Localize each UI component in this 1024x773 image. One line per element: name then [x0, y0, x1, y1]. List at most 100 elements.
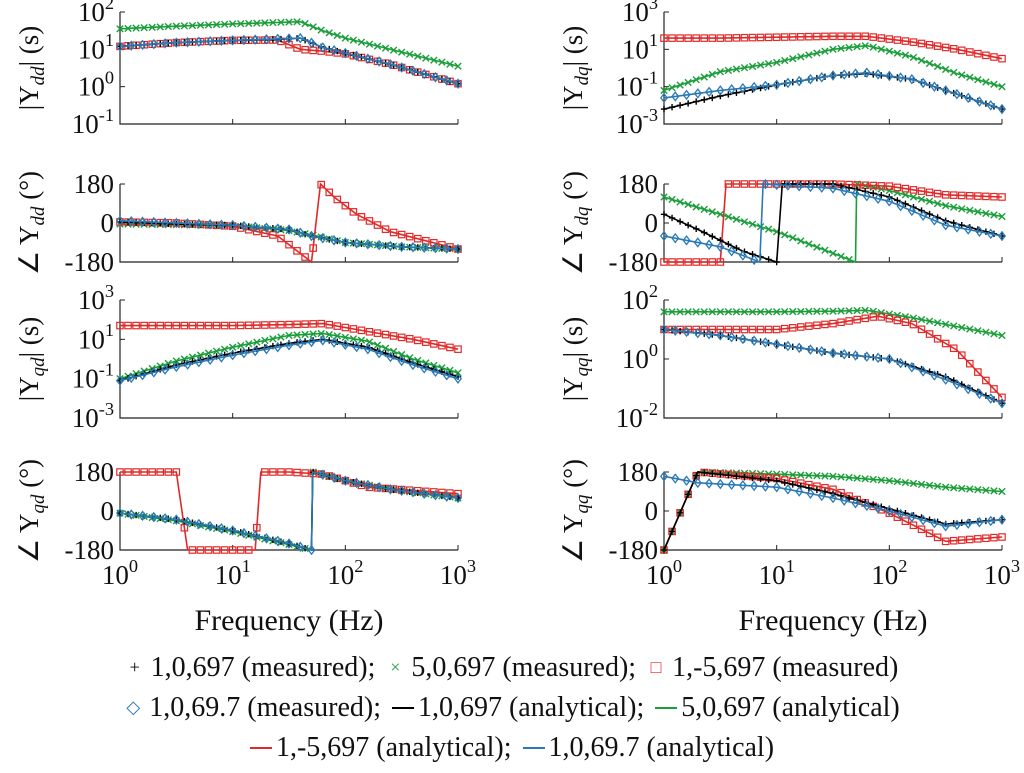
data-marker	[952, 519, 961, 531]
data-marker	[738, 250, 747, 261]
data-marker	[917, 39, 926, 48]
data-marker	[668, 308, 676, 316]
data-marker	[772, 179, 781, 191]
data-marker	[716, 34, 725, 42]
data-marker	[933, 189, 942, 198]
data-marker	[813, 32, 821, 41]
data-marker	[285, 18, 293, 26]
data-marker	[149, 511, 158, 523]
data-marker	[998, 212, 1006, 221]
data-marker	[986, 515, 995, 527]
y-tick-label: 180	[618, 457, 659, 487]
data-marker	[253, 338, 261, 346]
data-marker	[821, 472, 829, 480]
legend-item: 5,0,697 (analytical)	[655, 692, 900, 724]
data-marker	[964, 224, 973, 235]
data-marker	[701, 96, 708, 103]
data-marker	[893, 49, 902, 57]
data-marker	[958, 221, 965, 229]
series-line	[664, 475, 1003, 528]
data-marker	[732, 215, 741, 223]
data-marker	[307, 544, 316, 556]
data-marker	[239, 220, 248, 232]
y-axis-label: ∠ Yqq (°)	[558, 459, 593, 563]
data-marker	[964, 92, 973, 104]
data-marker	[705, 86, 714, 98]
x-tick-label: 101	[759, 556, 795, 590]
data-marker	[431, 242, 440, 254]
data-marker	[183, 359, 192, 370]
y-tick-label: 100	[622, 340, 658, 374]
data-marker	[217, 523, 226, 534]
y-tick-label: 10-1	[616, 68, 658, 102]
data-marker	[194, 356, 203, 368]
data-marker	[293, 320, 301, 329]
data-marker	[813, 307, 821, 316]
data-marker	[727, 479, 736, 490]
data-marker	[194, 518, 203, 530]
data-marker	[239, 34, 248, 46]
data-marker	[901, 191, 910, 199]
data-marker	[261, 321, 269, 329]
data-marker	[733, 89, 740, 96]
data-marker	[789, 234, 797, 242]
data-marker	[837, 252, 845, 261]
data-marker	[127, 509, 136, 520]
x-tick-label: 102	[871, 556, 907, 590]
data-marker	[164, 359, 172, 368]
data-marker	[420, 68, 429, 80]
data-marker	[693, 88, 702, 99]
data-marker	[885, 47, 894, 55]
data-marker	[764, 60, 773, 68]
data-marker	[365, 217, 374, 225]
data-marker	[301, 253, 309, 261]
data-marker	[732, 34, 741, 42]
data-marker	[660, 258, 668, 266]
data-marker	[341, 201, 350, 210]
data-marker	[132, 24, 140, 32]
data-marker	[172, 357, 181, 365]
data-marker	[738, 333, 747, 345]
data-marker	[352, 238, 361, 249]
data-marker	[861, 475, 869, 483]
data-marker	[828, 492, 838, 504]
data-marker	[373, 42, 382, 50]
data-marker	[318, 42, 327, 53]
data-marker	[684, 200, 692, 209]
data-marker	[990, 211, 998, 219]
data-marker	[330, 235, 339, 246]
data-marker	[277, 468, 285, 476]
data-marker	[907, 511, 916, 523]
data-marker	[325, 330, 333, 339]
data-marker	[765, 476, 772, 483]
axis-frame	[663, 300, 1002, 419]
data-marker	[420, 488, 429, 499]
data-marker	[156, 321, 165, 330]
data-marker	[405, 232, 414, 241]
data-marker	[772, 308, 781, 316]
data-marker	[684, 78, 692, 87]
data-marker	[813, 321, 821, 330]
data-marker	[708, 208, 716, 216]
data-marker	[724, 180, 733, 188]
data-marker	[397, 333, 406, 342]
data-marker	[251, 34, 260, 45]
data-marker	[269, 468, 277, 476]
data-marker	[885, 182, 894, 190]
data-marker	[901, 184, 910, 193]
data-marker	[877, 34, 886, 42]
axis-frame	[119, 300, 458, 419]
data-marker	[788, 33, 797, 41]
data-marker	[941, 537, 950, 546]
data-marker	[148, 23, 156, 32]
data-marker	[365, 327, 374, 336]
data-marker	[740, 33, 749, 42]
data-marker	[813, 49, 821, 57]
data-marker	[251, 345, 260, 357]
data-marker	[975, 96, 984, 107]
data-marker	[862, 351, 871, 362]
data-marker	[851, 68, 860, 79]
data-marker	[845, 317, 853, 325]
data-marker	[668, 528, 676, 535]
